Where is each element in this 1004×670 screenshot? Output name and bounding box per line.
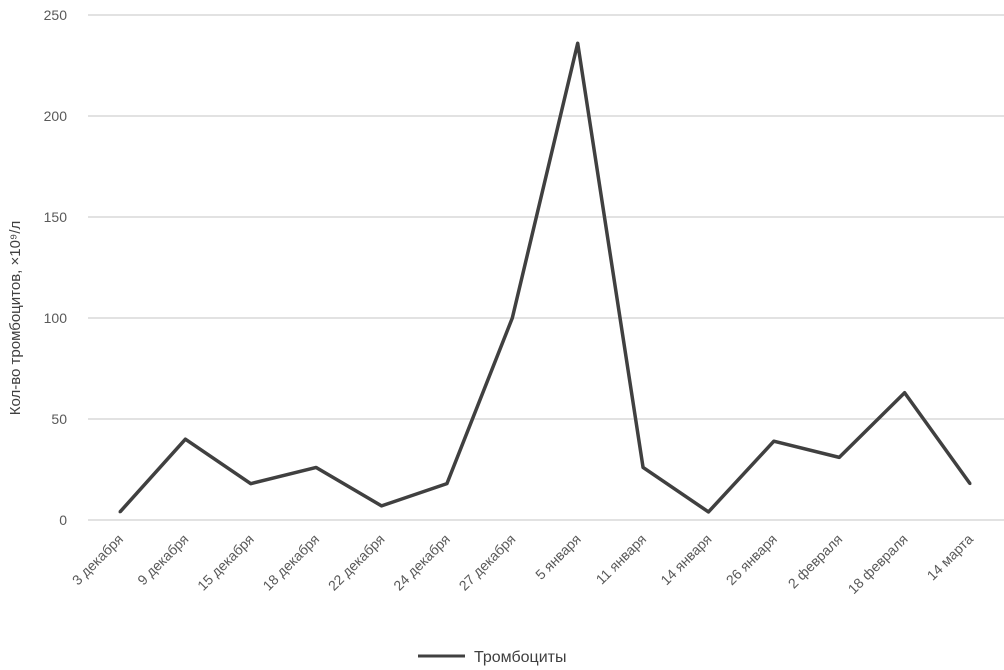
y-tick-label: 100 xyxy=(44,310,68,326)
data-point xyxy=(576,41,580,45)
data-point xyxy=(706,510,710,514)
data-point xyxy=(249,482,253,486)
y-tick-label: 50 xyxy=(51,411,67,427)
y-tick-label: 250 xyxy=(44,7,68,23)
gridlines xyxy=(88,14,1004,521)
data-point xyxy=(641,465,645,469)
x-tick-label: 9 декабря xyxy=(134,531,191,588)
x-tick-label: 15 декабря xyxy=(194,531,257,594)
data-point xyxy=(968,482,972,486)
x-tick-label: 11 января xyxy=(593,531,650,588)
x-tick-label: 3 декабря xyxy=(69,531,126,588)
data-point xyxy=(510,316,514,320)
x-tick-label: 5 января xyxy=(532,531,584,583)
data-point xyxy=(380,504,384,508)
legend: Тромбоциты xyxy=(418,649,566,666)
x-tick-label: 24 декабря xyxy=(390,531,453,594)
data-point xyxy=(445,482,449,486)
data-point xyxy=(314,465,318,469)
series-line-0 xyxy=(118,41,972,514)
legend-label: Тромбоциты xyxy=(474,649,566,666)
x-axis-ticks: 3 декабря 9 декабря 15 декабря 18 декабря 22… xyxy=(69,531,976,597)
x-tick-label: 18 февраля xyxy=(845,531,911,597)
x-tick-label: 18 декабря xyxy=(259,531,322,594)
x-tick-label: 14 марта xyxy=(924,531,977,584)
x-tick-label: 2 февраля xyxy=(785,531,846,592)
data-point xyxy=(837,455,841,459)
y-tick-label: 0 xyxy=(59,512,67,528)
y-axis-title: Кол-во тромбоцитов, ×10⁹/л xyxy=(7,221,24,416)
x-tick-label: 22 декабря xyxy=(325,531,388,594)
y-axis-ticks: 0 50 100 150 200 250 xyxy=(44,7,68,528)
data-point xyxy=(903,391,907,395)
data-point xyxy=(118,510,122,514)
y-tick-label: 200 xyxy=(44,108,68,124)
x-tick-label: 26 января xyxy=(723,531,780,588)
data-point xyxy=(183,437,187,441)
y-tick-label: 150 xyxy=(44,209,68,225)
data-point xyxy=(772,439,776,443)
series-layer xyxy=(118,41,972,514)
x-tick-label: 14 января xyxy=(657,531,714,588)
x-tick-label: 27 декабря xyxy=(456,531,519,594)
